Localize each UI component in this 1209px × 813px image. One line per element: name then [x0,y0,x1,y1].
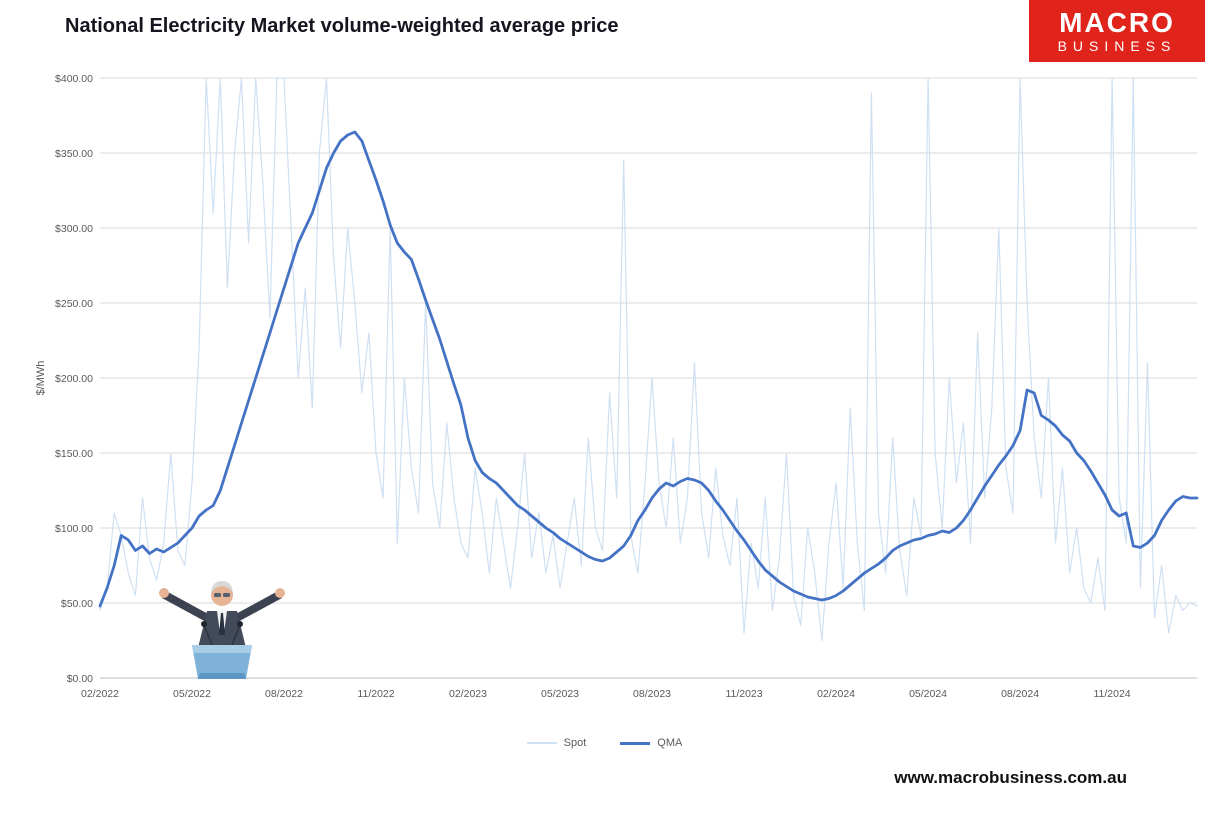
logo-line-1: MACRO [1059,6,1175,38]
x-tick-label: 02/2024 [817,688,855,700]
qma-line [98,130,1199,608]
y-axis-title: $/MWh [35,361,47,396]
legend-item-qma: QMA [620,737,682,749]
x-tick-label: 05/2022 [173,688,211,700]
y-tick-label: $300.00 [55,223,93,235]
x-tick-label: 02/2022 [81,688,119,700]
x-tick-label: 05/2024 [909,688,947,700]
head [211,584,233,606]
left-hand [159,588,169,598]
qma-line-swatch [620,741,651,745]
y-tick-label: $150.00 [55,448,93,460]
chart-title: National Electricity Market volume-weigh… [65,15,619,37]
legend-label-qma: QMA [657,737,683,749]
y-tick-label: $400.00 [55,73,93,85]
right-hand [275,588,285,598]
y-tick-label: $0.00 [67,673,93,685]
macrobusiness-logo: MACRO BUSINESS [1029,0,1205,62]
x-tick-label: 11/2024 [1093,688,1130,700]
y-tick-label: $250.00 [55,298,93,310]
y-tick-label: $100.00 [55,523,93,535]
x-tick-label: 08/2023 [633,688,671,700]
y-tick-label: $50.00 [61,598,93,610]
x-tick-label: 08/2022 [265,688,303,700]
x-tick-label: 08/2024 [1001,688,1039,700]
website-url: www.macrobusiness.com.au [894,768,1127,787]
x-tick-label: 05/2023 [541,688,579,700]
spot-line-swatch [526,742,557,744]
x-tick-label: 11/2022 [357,688,394,700]
x-tick-label: 02/2023 [449,688,487,700]
logo-line-2: BUSINESS [1057,38,1177,55]
legend-label-spot: Spot [563,737,587,749]
chart-legend: Spot QMA [0,737,1209,749]
speaker-figure-image [159,581,285,679]
x-tick-label: 11/2023 [725,688,762,700]
y-tick-label: $350.00 [55,148,93,160]
y-tick-label: $200.00 [55,373,93,385]
legend-item-spot: Spot [526,737,587,749]
